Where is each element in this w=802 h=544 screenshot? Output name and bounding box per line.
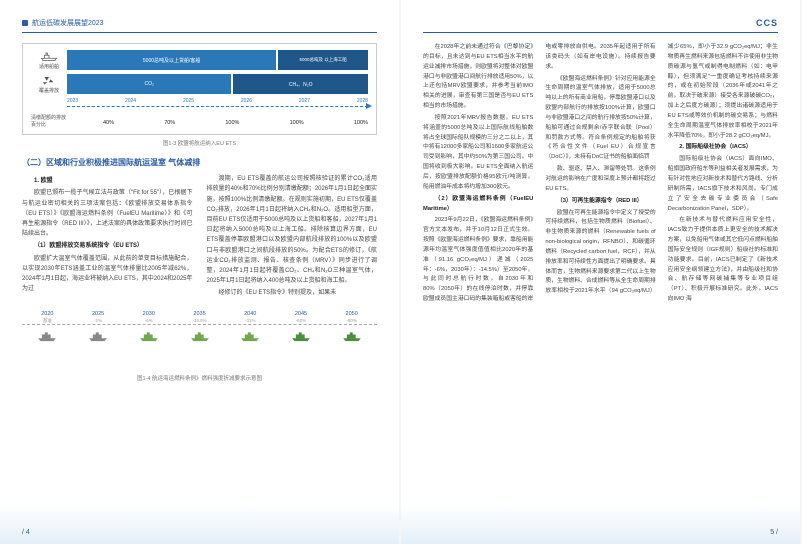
doc-title: 航运低碳发展展望2023 (32, 18, 104, 28)
ship-icon-2040 (239, 329, 261, 343)
ship-icon-2050 (341, 329, 363, 343)
left-body-columns: 1. 欧盟 欧盟已颁布一揽子气候立法与政策（"Fit for 55"），已根据下… (22, 174, 377, 298)
eu-ets-chart: 适用船舶 5000总吨及以上货船/客船 5000总吨及 以上海工船 覆盖排放 C… (22, 43, 377, 135)
page-header-right: CCS (423, 18, 778, 33)
wave-decor (401, 504, 800, 544)
ship-icon-2020 (36, 329, 58, 343)
para-r5: 款、驱逐、禁入、滞留等处罚。这条例对航运的影响在广度和深度上预计都将超过EU E… (545, 165, 655, 195)
heading-eu-ets: （1）欧盟排放交易系统指令（EU ETS） (22, 241, 193, 251)
ccs-logo: CCS (756, 18, 778, 28)
ship-icon-2030 (138, 329, 160, 343)
heading-eu: 1. 欧盟 (22, 176, 193, 186)
ship-icon-2025 (87, 329, 109, 343)
chart1-arrow (67, 106, 368, 114)
para-eu-ets-2: 渡期，EU ETS覆盖的航运公司按照核验证的累计CO₂适用排放量的40%和70%… (207, 174, 378, 286)
chart2-caption: 图1-4 航运海运燃料条例》燃料强度折减要求示意图 (22, 374, 377, 382)
wave-decor (0, 504, 399, 544)
para-eu-intro: 欧盟已颁布一揽子气候立法与政策（"Fit for 55"），已根据下与航运业密切… (22, 188, 193, 239)
page-number-left: / 4 (22, 529, 30, 536)
fuel-eu-timeline: 2020202520302035204020452050 基准-2%-6%-14… (22, 306, 377, 370)
para-r1: 在2028年之前未通过符合《巴黎协定》的目标，且未达到与EU ETS相当水平的航… (423, 43, 533, 112)
ship-icon (40, 50, 58, 62)
timeline-years: 2020202520302035204020452050 (22, 311, 377, 317)
para-r4: 《欧盟海运燃料条例》针对应用能源全生命周期的温室气体排放，适用于5000总吨以上… (545, 75, 655, 164)
para-r7: 国际船级社协会（IACS）面向IMO、船旗国政府船东等利益相关者发展需求，为有针… (668, 155, 778, 214)
para-r2: 按照2021年MRV报告数据，EU ETS将涵盖的5000总吨及以上国际航线船舶… (423, 114, 533, 193)
heading-fueleu: （2）欧盟海运燃料条例（FuelEU Maritime） (423, 195, 533, 215)
page-header-left: 航运低碳发展展望2023 (22, 18, 377, 33)
chart1-percentages: 40%70%100%100%100% (103, 120, 368, 126)
recycle-icon (40, 74, 58, 86)
ship-icon-2035 (189, 329, 211, 343)
chart1-seg-ch4: CH₄、N₂O (233, 74, 368, 94)
page-number-right: 5 / (770, 529, 778, 536)
section-2-title: （二）区域和行业积极推进国际航运温室 气体减排 (22, 157, 377, 168)
right-body-columns: 在2028年之前未通过符合《巴黎协定》的目标，且未达到与EU ETS相当水平的航… (423, 43, 778, 305)
timeline-ships (22, 329, 377, 345)
header-bullet (22, 20, 28, 26)
page-left: 航运低碳发展展望2023 适用船舶 5000总吨及以上货船/客船 5000总吨及… (0, 0, 399, 544)
chart1-caption: 图1-3 欧盟将航运纳入EU ETS (22, 139, 377, 147)
chart1-seg-co2: CO₂ (67, 74, 231, 94)
chart1-row2-label: 覆盖排放 (31, 74, 67, 94)
timeline-reductions: 基准-2%-6%-14.5%-31%-62%-80% (22, 318, 377, 324)
ship-icon-2045 (290, 329, 312, 343)
page-right: CCS 在2028年之前未通过符合《巴黎协定》的目标，且未达到与EU ETS相当… (401, 0, 800, 544)
chart1-seg-cargo: 5000总吨及以上货船/客船 (67, 50, 276, 70)
para-r8: 在新技术与替代燃料应用安全性，IACS致力于提供本质上更安全的技术解决方案，以免… (668, 216, 778, 305)
heading-red3: （3）可再生能源指令（RED III） (545, 197, 655, 207)
para-eu-ets-3: 经修订的《EU ETS指令》特别提及，如果未 (207, 288, 378, 298)
chart1-pct-label: 清缴配额的排放百分比 (31, 114, 67, 128)
chart1-seg-offshore: 5000总吨及 以上海工船 (278, 50, 368, 70)
chart1-row1-label: 适用船舶 (31, 50, 67, 70)
para-eu-ets-1: 欧盟扩大温室气体覆盖范围，从此前的单变目标措施配合，以实现2030年ETS涵盖工… (22, 254, 193, 295)
chart1-years: 202320242025202620272028 (67, 98, 368, 104)
heading-iacs: 2. 国际船级社协会（IACS） (668, 143, 778, 153)
